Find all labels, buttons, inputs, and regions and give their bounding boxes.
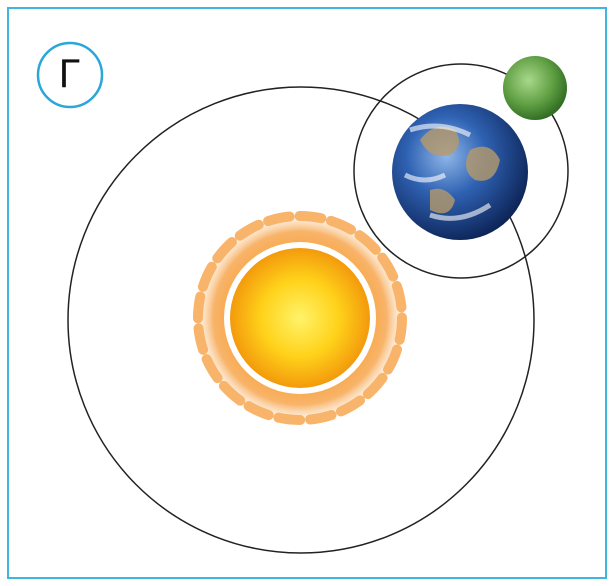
label: Г: [58, 53, 81, 97]
sun: [193, 211, 407, 425]
moon: [503, 56, 567, 120]
moon-orbit: [353, 63, 569, 279]
sun-disk: [230, 248, 370, 388]
label-circle: [36, 41, 104, 109]
earth-orbit: [67, 86, 535, 554]
earth: [392, 104, 528, 240]
earth-land: [420, 126, 500, 214]
earth-clouds: [403, 123, 492, 221]
